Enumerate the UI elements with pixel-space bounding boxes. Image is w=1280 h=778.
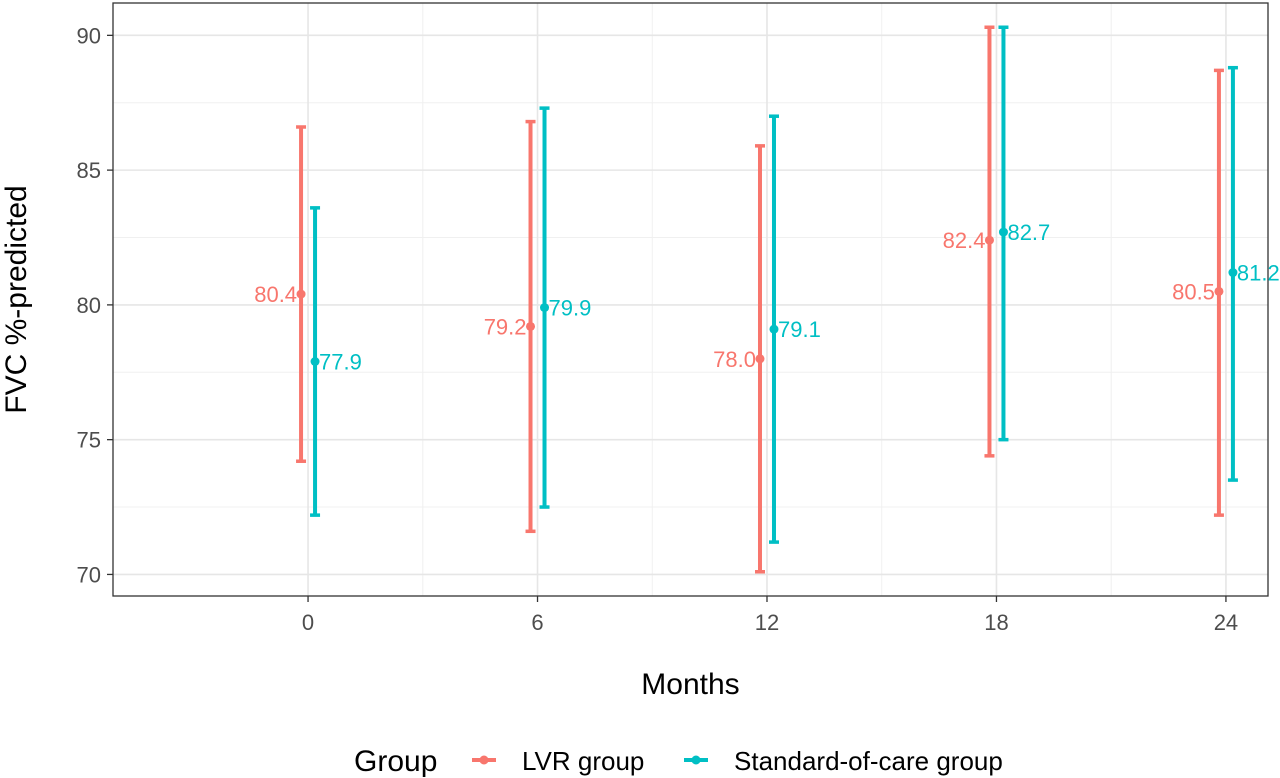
y-tick-label: 90: [77, 23, 101, 48]
x-tick-label: 0: [302, 610, 314, 635]
data-label-lvr: 80.5: [1172, 279, 1215, 304]
legend-key-point: [479, 755, 489, 765]
data-label-standard-of-care: 82.7: [1007, 220, 1050, 245]
data-label-standard-of-care: 79.9: [549, 296, 592, 321]
y-tick-label: 70: [77, 562, 101, 587]
y-tick-label: 85: [77, 158, 101, 183]
data-label-lvr: 80.4: [254, 282, 297, 307]
point-standard-of-care: [310, 356, 320, 366]
x-axis-title: Months: [641, 668, 739, 701]
data-label-standard-of-care: 79.1: [778, 317, 821, 342]
data-label-lvr: 78.0: [713, 347, 756, 372]
point-lvr: [296, 289, 306, 299]
point-lvr: [984, 235, 994, 245]
y-tick-label: 75: [77, 428, 101, 453]
legend-label-lvr: LVR group: [522, 746, 644, 776]
plot-panel: [112, 2, 1269, 597]
x-tick-label: 6: [531, 610, 543, 635]
x-tick-label: 24: [1214, 610, 1238, 635]
legend-label-standard-of-care: Standard-of-care group: [734, 746, 1003, 776]
point-standard-of-care: [1228, 268, 1238, 278]
y-axis-title: FVC %-predicted: [0, 185, 33, 413]
data-label-lvr: 82.4: [943, 228, 986, 253]
x-tick-label: 18: [984, 610, 1008, 635]
data-marks: 80.4 79.2 78.0 82.4 80.5 77.9 79.9 79.1 82.7 81.2: [254, 25, 1280, 574]
data-label-lvr: 79.2: [484, 314, 527, 339]
grid: [113, 3, 1268, 596]
legend-key-standard-of-care: [684, 755, 708, 765]
x-tick-label: 12: [755, 610, 779, 635]
y-tick-label: 80: [77, 293, 101, 318]
point-standard-of-care: [540, 303, 550, 313]
legend-key-lvr: [472, 755, 496, 765]
point-lvr: [1214, 286, 1224, 296]
data-label-standard-of-care: 77.9: [319, 349, 362, 374]
legend-title: Group: [354, 745, 437, 778]
legend: Group LVR group Standard-of-care group: [354, 745, 1003, 778]
legend-key-point: [691, 755, 701, 765]
axes: Months FVC %-predicted 70 75 80 85 90 0 6 12 18 2…: [0, 23, 1238, 701]
point-lvr: [526, 321, 536, 331]
data-label-standard-of-care: 81.2: [1237, 261, 1280, 286]
point-standard-of-care: [769, 324, 779, 334]
point-lvr: [755, 354, 765, 364]
point-standard-of-care: [998, 227, 1008, 237]
panel-border: [112, 2, 1269, 597]
